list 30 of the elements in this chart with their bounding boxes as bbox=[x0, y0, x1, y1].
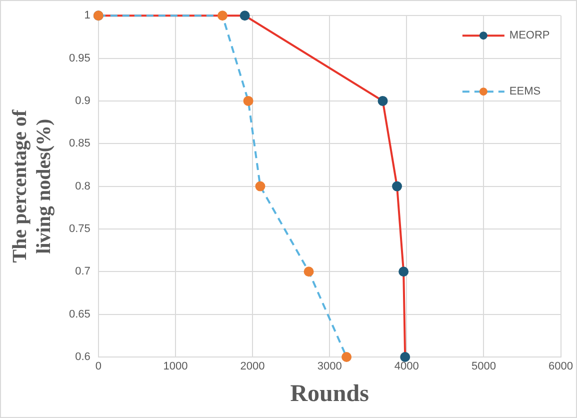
point bbox=[392, 181, 402, 192]
point bbox=[217, 10, 228, 21]
x-tick-label: 3000 bbox=[317, 360, 342, 373]
point bbox=[342, 352, 352, 362]
x-tick-label: 5000 bbox=[471, 360, 496, 373]
x-tick-label: 0 bbox=[95, 360, 102, 373]
x-tick-label: 6000 bbox=[548, 360, 574, 373]
x-tick-label: 2000 bbox=[240, 360, 265, 373]
y-tick-label: 1 bbox=[84, 10, 90, 22]
point bbox=[400, 352, 410, 362]
y-tick-label: 0.6 bbox=[75, 351, 90, 364]
legend-label: MEORP bbox=[509, 30, 550, 42]
y-tick-label: 0.7 bbox=[75, 266, 90, 278]
legend-label: EEMS bbox=[509, 86, 541, 98]
point bbox=[255, 181, 266, 192]
x-axis-title: Rounds bbox=[290, 380, 369, 407]
point bbox=[304, 266, 314, 277]
point bbox=[378, 96, 388, 106]
x-tick-label: 4000 bbox=[394, 360, 419, 373]
y-tick-label: 0.85 bbox=[68, 138, 90, 150]
point bbox=[243, 96, 254, 106]
y-tick-label: 0.65 bbox=[68, 308, 90, 320]
y-tick-label: 0.8 bbox=[75, 180, 90, 192]
y-tick-label: 0.75 bbox=[68, 223, 90, 236]
point bbox=[398, 266, 409, 277]
x-tick-label: 1000 bbox=[163, 360, 188, 373]
y-tick-label: 0.95 bbox=[68, 52, 90, 64]
y-tick-label: 0.9 bbox=[75, 94, 90, 107]
y-axis-title: The percentage of living nodes(%) bbox=[9, 110, 56, 263]
point bbox=[240, 10, 250, 21]
